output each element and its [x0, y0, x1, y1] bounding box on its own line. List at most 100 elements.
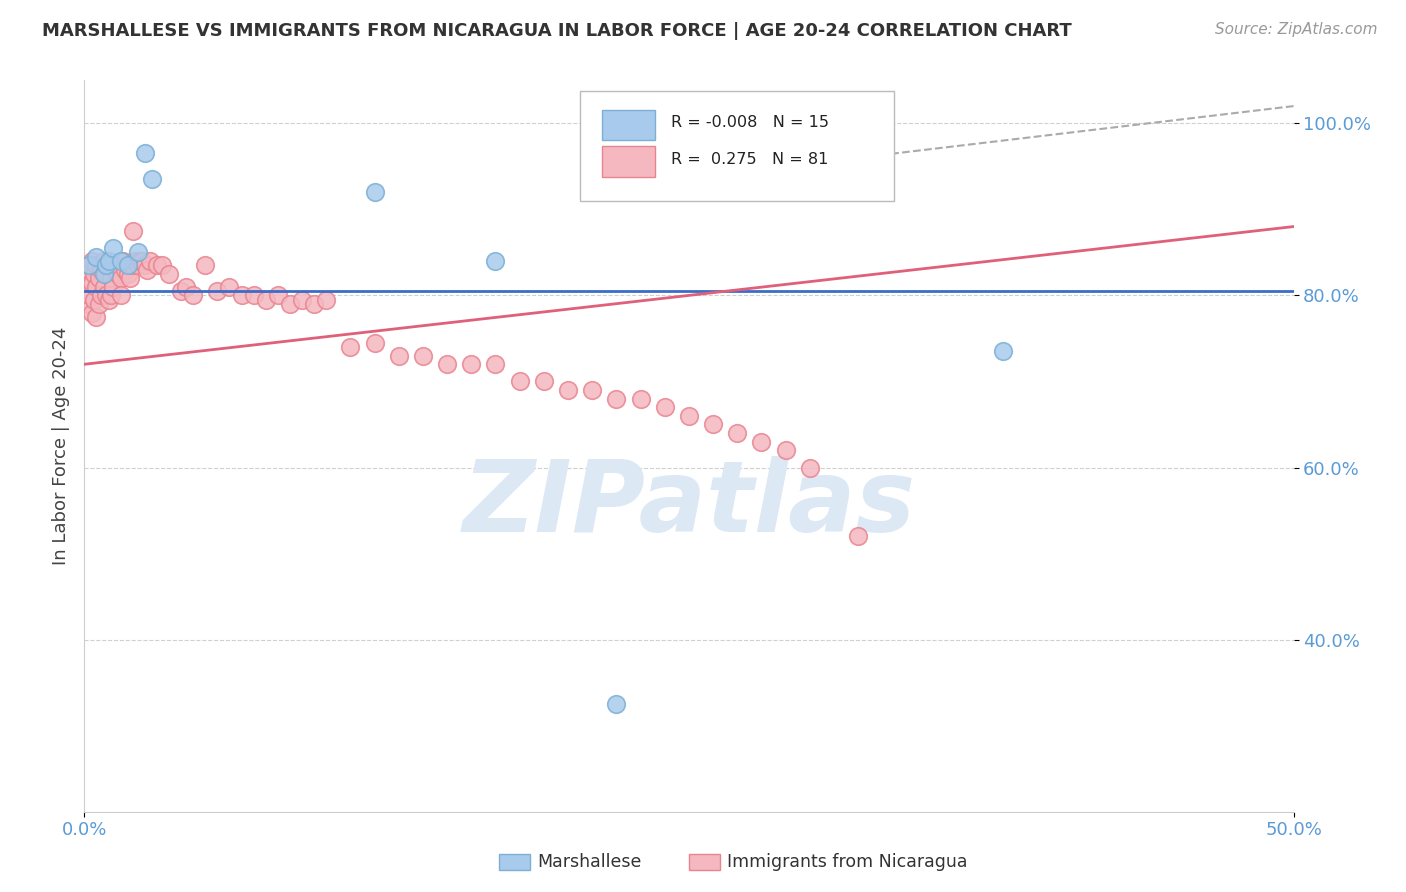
- Point: [605, 392, 627, 406]
- Point: [80, 276, 103, 290]
- Point: [127, 258, 149, 272]
- Point: [146, 258, 169, 272]
- Point: [363, 335, 385, 350]
- Point: [242, 288, 264, 302]
- Point: [302, 297, 325, 311]
- Point: [94, 258, 117, 272]
- Point: [751, 434, 773, 449]
- Point: [218, 280, 240, 294]
- FancyBboxPatch shape: [581, 91, 894, 201]
- Point: [136, 262, 159, 277]
- Point: [120, 271, 142, 285]
- Point: [460, 357, 482, 371]
- Point: [254, 293, 277, 307]
- Point: [110, 271, 132, 285]
- Text: Marshallese: Marshallese: [537, 853, 641, 871]
- Point: [110, 288, 132, 302]
- Point: [678, 409, 700, 423]
- Point: [339, 340, 361, 354]
- Point: [83, 267, 105, 281]
- Text: MARSHALLESE VS IMMIGRANTS FROM NICARAGUA IN LABOR FORCE | AGE 20-24 CORRELATION : MARSHALLESE VS IMMIGRANTS FROM NICARAGUA…: [42, 22, 1071, 40]
- Point: [93, 280, 115, 294]
- Point: [103, 258, 125, 272]
- Point: [86, 258, 108, 272]
- Point: [87, 297, 110, 311]
- Point: [181, 288, 204, 302]
- Point: [103, 241, 125, 255]
- FancyBboxPatch shape: [602, 110, 655, 140]
- Point: [654, 401, 676, 415]
- Point: [846, 529, 869, 543]
- Point: [93, 254, 115, 268]
- Point: [630, 392, 652, 406]
- Point: [605, 697, 627, 711]
- Text: Source: ZipAtlas.com: Source: ZipAtlas.com: [1215, 22, 1378, 37]
- Point: [278, 297, 301, 311]
- Point: [436, 357, 458, 371]
- Point: [86, 280, 108, 294]
- Point: [388, 349, 411, 363]
- Point: [799, 460, 821, 475]
- Point: [121, 224, 143, 238]
- Point: [94, 267, 117, 281]
- Point: [174, 280, 197, 294]
- Point: [157, 267, 180, 281]
- Point: [194, 258, 217, 272]
- Point: [87, 271, 110, 285]
- Point: [121, 258, 143, 272]
- Point: [97, 293, 120, 307]
- Point: [97, 254, 120, 268]
- Point: [114, 262, 136, 277]
- Point: [83, 293, 105, 307]
- Point: [993, 344, 1015, 359]
- Point: [484, 254, 506, 268]
- Point: [100, 271, 122, 285]
- Point: [103, 280, 125, 294]
- Point: [412, 349, 434, 363]
- Point: [150, 258, 173, 272]
- Point: [138, 254, 160, 268]
- Point: [702, 417, 724, 432]
- Point: [315, 293, 337, 307]
- Text: R = -0.008   N = 15: R = -0.008 N = 15: [671, 115, 828, 130]
- Point: [775, 443, 797, 458]
- Point: [533, 375, 555, 389]
- Point: [231, 288, 253, 302]
- FancyBboxPatch shape: [602, 146, 655, 177]
- Point: [267, 288, 290, 302]
- Point: [134, 146, 156, 161]
- Text: Immigrants from Nicaragua: Immigrants from Nicaragua: [727, 853, 967, 871]
- Point: [484, 357, 506, 371]
- Y-axis label: In Labor Force | Age 20-24: In Labor Force | Age 20-24: [52, 326, 70, 566]
- Point: [76, 297, 98, 311]
- Point: [170, 284, 193, 298]
- Point: [100, 288, 122, 302]
- Point: [97, 262, 120, 277]
- Point: [581, 383, 603, 397]
- Point: [107, 267, 129, 281]
- Point: [86, 310, 108, 324]
- Point: [86, 250, 108, 264]
- Point: [127, 245, 149, 260]
- Point: [112, 254, 135, 268]
- Point: [117, 258, 139, 272]
- Point: [80, 305, 103, 319]
- Point: [77, 262, 100, 277]
- Point: [134, 258, 156, 272]
- Point: [725, 426, 748, 441]
- Point: [129, 254, 152, 268]
- Point: [291, 293, 314, 307]
- Point: [93, 267, 115, 281]
- Point: [131, 254, 153, 268]
- Text: R =  0.275   N = 81: R = 0.275 N = 81: [671, 152, 828, 167]
- Point: [124, 254, 146, 268]
- Point: [207, 284, 229, 298]
- Point: [90, 288, 112, 302]
- Point: [77, 288, 100, 302]
- Point: [363, 185, 385, 199]
- Point: [141, 172, 163, 186]
- Point: [76, 271, 98, 285]
- Point: [117, 267, 139, 281]
- Point: [110, 254, 132, 268]
- Point: [509, 375, 531, 389]
